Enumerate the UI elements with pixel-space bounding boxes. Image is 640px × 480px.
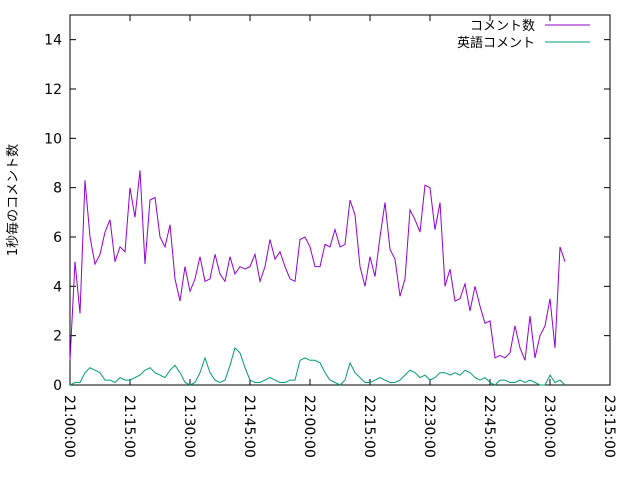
x-tick-label: 22:15:00 <box>361 395 377 458</box>
x-tick-label: 22:45:00 <box>481 395 497 458</box>
y-tick-label: 4 <box>53 279 62 295</box>
x-tick-label: 23:15:00 <box>601 395 617 458</box>
y-axis-ticks: 0 2 4 6 8 10 12 14 <box>44 33 610 394</box>
x-tick-label: 21:15:00 <box>121 395 137 458</box>
x-tick-label: 21:00:00 <box>61 395 77 458</box>
y-tick-label: 12 <box>44 82 62 98</box>
y-axis-label: 1秒毎のコメント数 <box>5 144 21 256</box>
x-tick-label: 22:00:00 <box>301 395 317 458</box>
y-tick-label: 8 <box>53 181 62 197</box>
x-tick-label: 23:00:00 <box>541 395 557 458</box>
y-tick-label: 2 <box>53 329 62 345</box>
x-axis-ticks: 21:00:00 21:15:00 21:30:00 21:45:00 22:00:00… <box>61 15 617 458</box>
y-tick-label: 10 <box>44 131 62 147</box>
y-tick-label: 14 <box>44 33 62 49</box>
x-tick-label: 21:30:00 <box>181 395 197 458</box>
legend-label: 英語コメント <box>457 35 535 51</box>
x-tick-label: 21:45:00 <box>241 395 257 458</box>
legend-label: コメント数 <box>470 19 535 34</box>
x-tick-label: 22:30:00 <box>421 395 437 458</box>
series-lines <box>69 170 566 386</box>
y-tick-label: 6 <box>53 230 62 246</box>
y-tick-label: 0 <box>53 378 62 394</box>
series-line-1 <box>69 347 566 386</box>
series-line-0 <box>69 170 566 361</box>
